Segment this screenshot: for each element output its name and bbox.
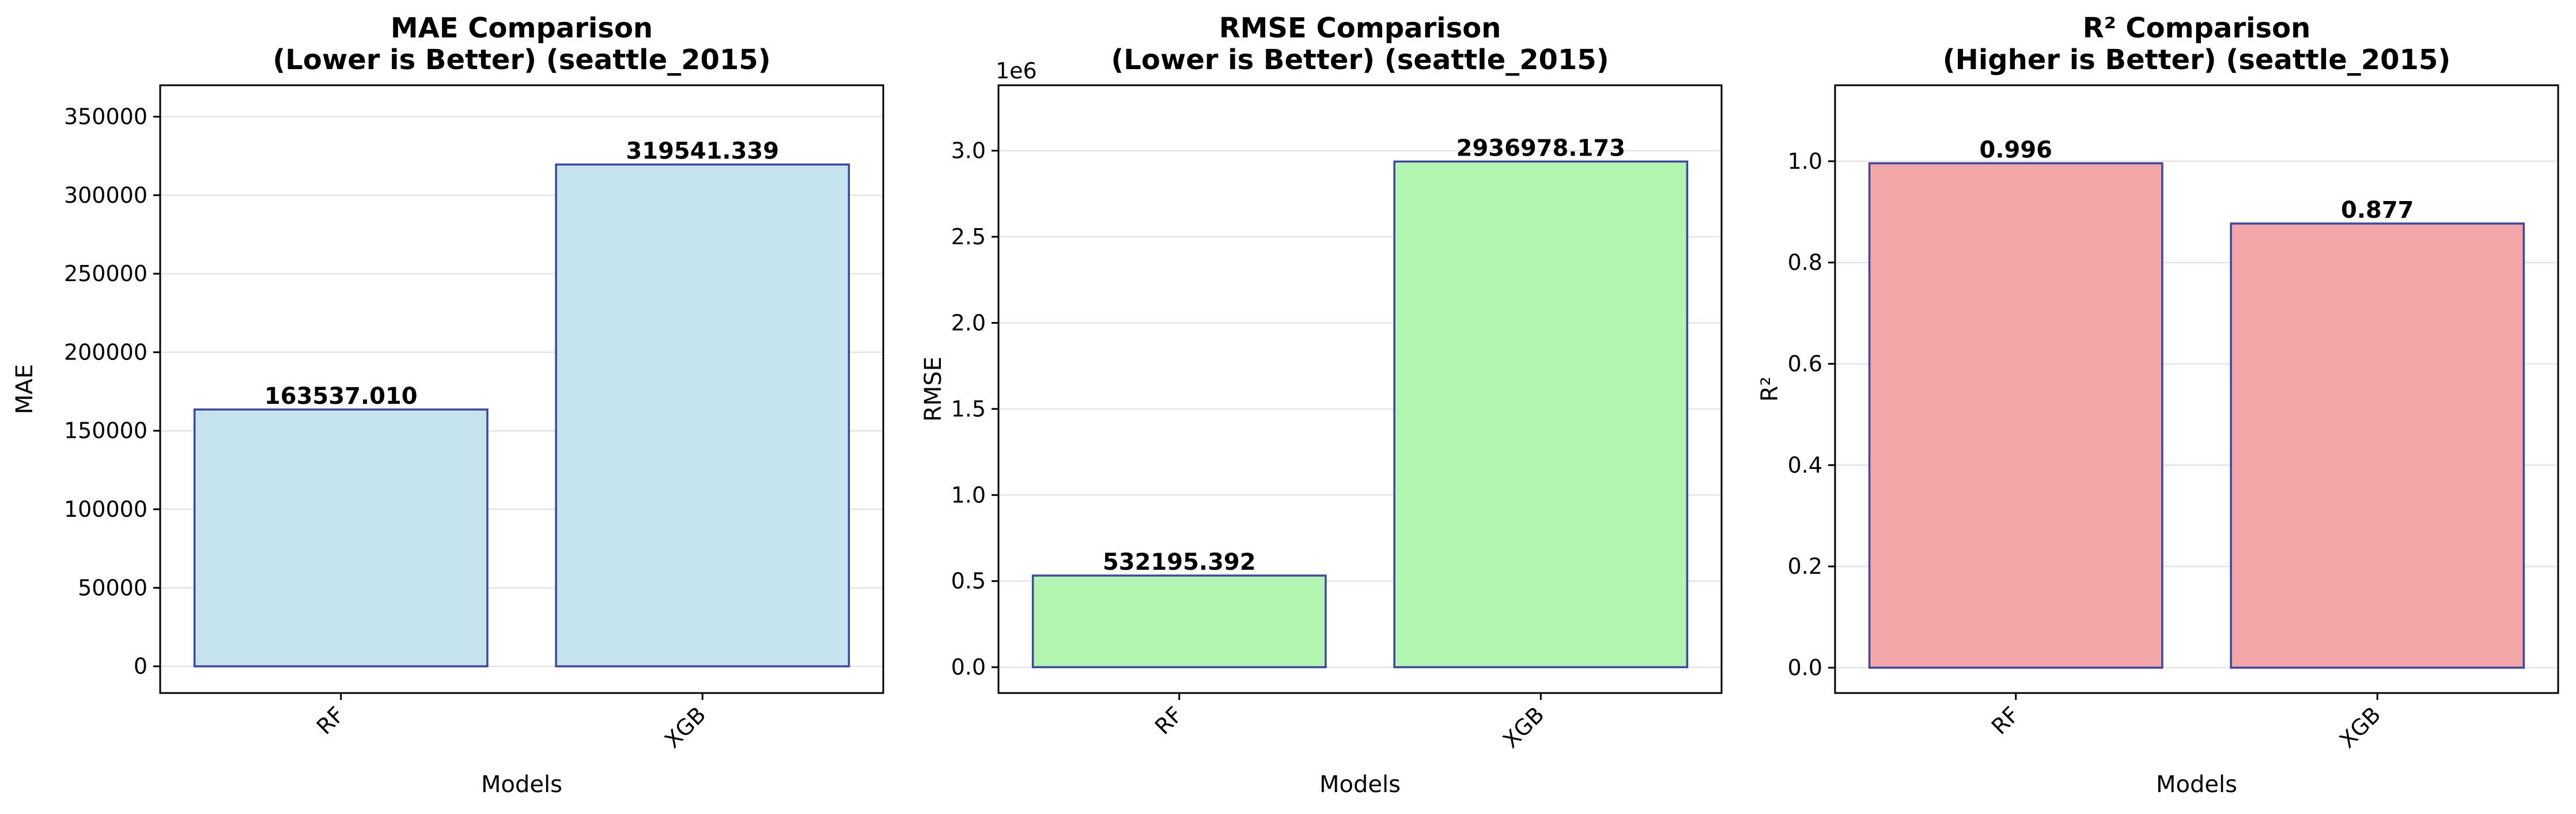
bar-xgb	[2230, 222, 2525, 669]
bar-rf	[1868, 162, 2163, 669]
chart-title-line-2: (Lower is Better) (seattle_2015)	[273, 44, 770, 76]
x-tick-label-rf: RF	[1150, 702, 1187, 739]
y-tick-label: 300000	[64, 183, 147, 208]
x-tick-label-rf: RF	[1987, 702, 2024, 739]
y-tick-label: 350000	[64, 104, 147, 130]
y-tick-label: 1.0	[951, 482, 986, 508]
bar-xgb	[555, 163, 850, 668]
bar-xgb	[1393, 160, 1689, 668]
chart-title-line-1: MAE Comparison	[391, 12, 653, 44]
chart-title-line-1: RMSE Comparison	[1219, 12, 1501, 44]
y-tick-label: 0.0	[951, 654, 986, 680]
y-tick-label: 150000	[64, 418, 147, 444]
axes-frame	[997, 84, 1723, 694]
y-tick-label: 1.0	[1788, 149, 1822, 174]
bar-value-label: 319541.339	[626, 138, 779, 165]
bar-value-label: 2936978.173	[1456, 135, 1625, 161]
y-axis-label: RMSE	[920, 357, 947, 422]
x-tick-label-rf: RF	[312, 702, 349, 739]
chart-panel-3: 0.996 0.877 0.0 0.2 0.4 0.6 0.8 1.0 RF XGB Models R…	[1757, 12, 2559, 798]
y-tick-label: 0.6	[1788, 351, 1822, 377]
bar-value-label: 0.996	[1979, 137, 2052, 163]
y-axis-label: MAE	[12, 364, 38, 414]
y-tick-label: 3.0	[951, 138, 986, 164]
y-tick-label: 250000	[64, 261, 147, 286]
x-tick-label-xgb: XGB	[2335, 702, 2386, 753]
x-axis-label: Models	[2156, 771, 2237, 798]
y-tick-label: 0.0	[1788, 655, 1822, 680]
chart-panel-1: 163537.010 319541.339 0 50000 100000 150000 20…	[12, 12, 884, 798]
chart-title-line-2: (Lower is Better) (seattle_2015)	[1111, 44, 1609, 76]
x-axis-label: Models	[481, 771, 562, 798]
y-offset-text: 1e6	[996, 58, 1037, 84]
y-tick-label: 0.2	[1788, 554, 1822, 579]
chart-panel-2: 532195.392 2936978.173 0.0 0.5 1.0 1.5 2.0 2.5 3…	[920, 12, 1723, 798]
y-tick-label: 2.0	[951, 310, 986, 335]
chart-title-line-1: R² Comparison	[2083, 12, 2311, 44]
bar-value-label: 532195.392	[1103, 549, 1256, 576]
y-tick-label: 100000	[64, 497, 147, 522]
bar-rf	[1031, 574, 1327, 668]
y-tick-label: 0	[134, 654, 147, 679]
y-tick-label: 2.5	[951, 224, 986, 249]
x-tick-label-xgb: XGB	[660, 702, 711, 753]
bar-rf	[193, 408, 489, 668]
y-tick-label: 0.5	[951, 569, 986, 594]
y-tick-label: 50000	[78, 575, 147, 600]
bar-value-label: 163537.010	[264, 383, 418, 410]
y-tick-label: 0.4	[1788, 452, 1822, 478]
axes-frame	[159, 84, 884, 694]
chart-title-line-2: (Higher is Better) (seattle_2015)	[1943, 44, 2451, 76]
x-axis-label: Models	[1319, 771, 1401, 798]
y-axis-label: R²	[1757, 377, 1783, 402]
bar-value-label: 0.877	[2341, 197, 2414, 224]
y-tick-label: 1.5	[951, 396, 986, 422]
y-tick-label: 200000	[64, 339, 147, 365]
y-tick-label: 0.8	[1788, 250, 1822, 275]
axes-frame	[1834, 84, 2559, 694]
x-tick-label-xgb: XGB	[1498, 702, 1549, 753]
